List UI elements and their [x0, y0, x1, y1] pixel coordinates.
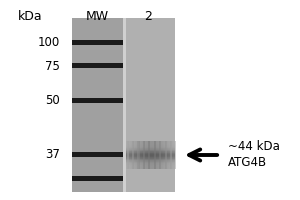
Bar: [143, 141, 145, 169]
Text: 100: 100: [38, 36, 60, 49]
Bar: [137, 141, 139, 169]
Bar: [126, 155, 175, 156]
Bar: [174, 141, 176, 169]
Bar: [144, 141, 146, 169]
Bar: [72, 63, 123, 68]
Text: 2: 2: [144, 10, 152, 23]
Bar: [168, 141, 169, 169]
Bar: [126, 154, 175, 155]
Bar: [160, 141, 162, 169]
Bar: [149, 141, 151, 169]
Bar: [136, 141, 137, 169]
Bar: [126, 147, 175, 148]
Bar: [172, 141, 174, 169]
Bar: [126, 145, 175, 146]
Bar: [126, 157, 175, 158]
Text: ~44 kDa: ~44 kDa: [228, 140, 280, 154]
Bar: [165, 141, 167, 169]
Bar: [126, 165, 175, 166]
Bar: [126, 150, 175, 151]
Bar: [135, 141, 136, 169]
Bar: [126, 163, 175, 164]
Bar: [126, 18, 175, 192]
Bar: [148, 141, 150, 169]
Bar: [126, 161, 175, 162]
Bar: [151, 141, 152, 169]
Bar: [154, 141, 156, 169]
Bar: [123, 18, 126, 192]
Bar: [153, 141, 155, 169]
Bar: [158, 141, 160, 169]
Bar: [72, 176, 123, 181]
Bar: [169, 141, 171, 169]
Bar: [126, 153, 175, 154]
Bar: [126, 152, 175, 153]
Bar: [152, 141, 153, 169]
Bar: [126, 165, 175, 166]
Bar: [72, 40, 123, 45]
Text: 37: 37: [45, 148, 60, 162]
Bar: [126, 153, 175, 154]
Bar: [140, 141, 141, 169]
Bar: [167, 141, 168, 169]
Bar: [142, 141, 144, 169]
Text: 50: 50: [45, 95, 60, 108]
Bar: [126, 166, 175, 168]
Bar: [126, 158, 175, 159]
Bar: [72, 152, 123, 157]
Text: kDa: kDa: [18, 10, 42, 23]
Bar: [126, 163, 175, 164]
Bar: [126, 160, 175, 161]
Text: ATG4B: ATG4B: [228, 156, 267, 168]
Bar: [72, 98, 123, 103]
Bar: [126, 145, 175, 146]
Bar: [126, 147, 175, 148]
Bar: [133, 141, 135, 169]
Bar: [127, 141, 129, 169]
Bar: [171, 141, 173, 169]
Bar: [128, 141, 130, 169]
Bar: [146, 141, 147, 169]
Bar: [126, 148, 175, 149]
Bar: [126, 162, 175, 163]
Bar: [170, 141, 172, 169]
Bar: [126, 156, 175, 157]
Bar: [126, 160, 175, 162]
Bar: [126, 141, 128, 169]
Text: 75: 75: [45, 60, 60, 72]
Bar: [163, 141, 164, 169]
Bar: [161, 141, 163, 169]
Bar: [130, 141, 131, 169]
Bar: [72, 18, 175, 192]
Text: MW: MW: [85, 10, 109, 23]
Bar: [72, 18, 123, 192]
Bar: [126, 148, 175, 150]
Bar: [126, 157, 175, 158]
Bar: [126, 150, 175, 151]
Bar: [126, 146, 175, 147]
Bar: [126, 144, 175, 145]
Bar: [164, 141, 166, 169]
Bar: [126, 162, 175, 163]
Bar: [147, 141, 148, 169]
Bar: [126, 159, 175, 160]
Bar: [126, 166, 175, 167]
Bar: [126, 143, 175, 144]
Bar: [159, 141, 161, 169]
Bar: [138, 141, 140, 169]
Bar: [126, 154, 175, 156]
Bar: [126, 159, 175, 160]
Bar: [126, 151, 175, 152]
Bar: [126, 149, 175, 150]
Bar: [126, 164, 175, 165]
Bar: [157, 141, 158, 169]
Bar: [155, 141, 157, 169]
Bar: [126, 151, 175, 152]
Bar: [141, 141, 142, 169]
Bar: [131, 141, 133, 169]
Bar: [132, 141, 134, 169]
Bar: [126, 144, 175, 145]
Bar: [126, 156, 175, 157]
